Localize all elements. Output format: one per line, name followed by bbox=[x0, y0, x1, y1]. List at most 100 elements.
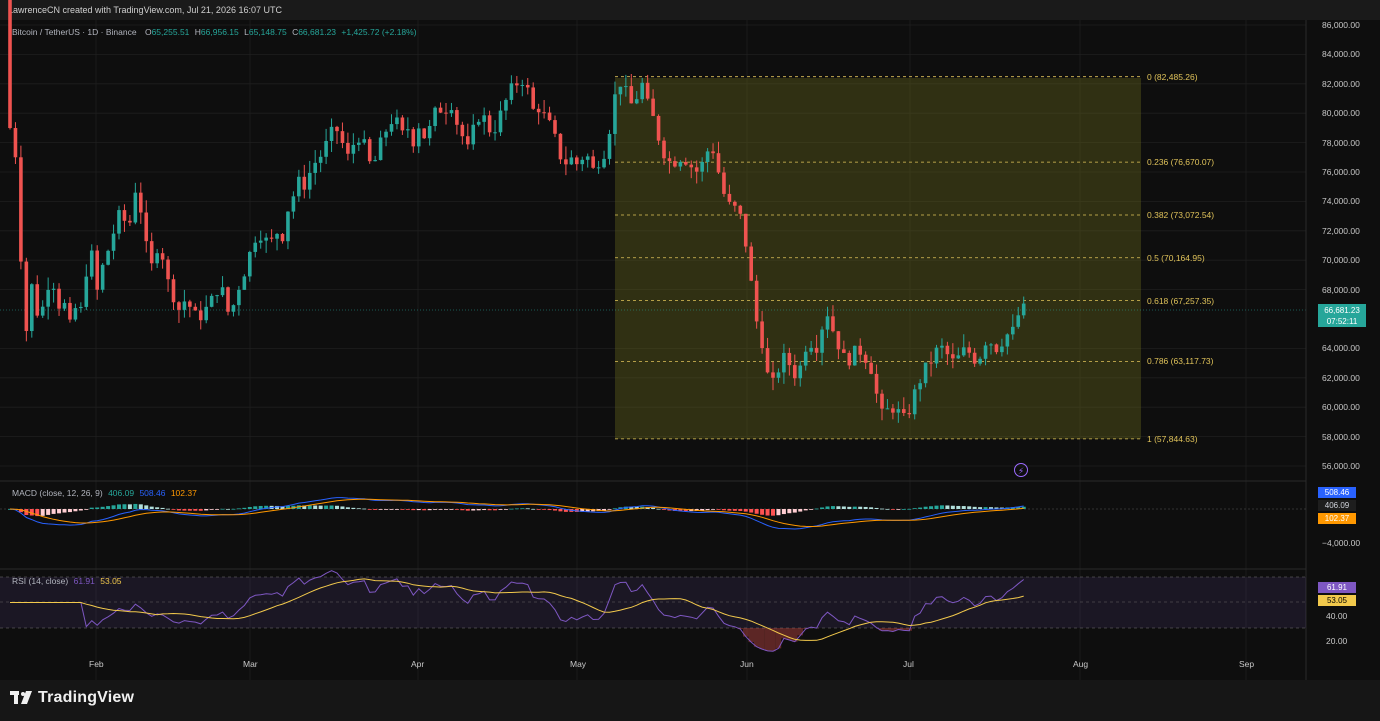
candle-body bbox=[814, 347, 819, 353]
macd-hist-bar bbox=[536, 509, 541, 510]
rsi-ma-line bbox=[10, 578, 1024, 641]
macd-hist-bar bbox=[378, 509, 383, 510]
macd-hist-bar bbox=[67, 509, 72, 513]
price-axis-label: 82,000.00 bbox=[1322, 78, 1360, 89]
candle-body bbox=[438, 107, 443, 113]
candle-body bbox=[705, 151, 710, 163]
candle-body bbox=[13, 128, 18, 158]
candle-body bbox=[542, 112, 546, 114]
macd-hist-bar bbox=[106, 506, 111, 509]
fib-level-label: 0.5 (70,164.95) bbox=[1147, 252, 1205, 263]
macd-hist-bar bbox=[525, 508, 530, 510]
macd-hist-bar bbox=[542, 509, 547, 510]
macd-hist-bar bbox=[373, 509, 378, 510]
macd-hist-bar bbox=[754, 509, 759, 514]
macd-hist-bar bbox=[351, 507, 356, 509]
macd-hist-bar bbox=[531, 508, 536, 510]
candle-body bbox=[754, 280, 759, 322]
price-axis-label: 60,000.00 bbox=[1322, 402, 1360, 413]
candle-body bbox=[885, 408, 890, 410]
macd-hist-bar bbox=[465, 509, 470, 511]
macd-hist-bar bbox=[155, 507, 160, 509]
candle-body bbox=[961, 347, 966, 356]
main-legend[interactable]: Bitcoin / TetherUS · 1D · Binance O65,25… bbox=[12, 27, 417, 37]
macd-legend[interactable]: MACD (close, 12, 26, 9) 406.09 508.46 10… bbox=[12, 488, 197, 498]
macd-title: MACD (close, 12, 26, 9) bbox=[12, 488, 103, 498]
rsi-legend[interactable]: RSI (14, close) 61.91 53.05 bbox=[12, 576, 122, 586]
candle-body bbox=[989, 344, 993, 346]
candle-body bbox=[482, 115, 486, 122]
time-axis-label: Feb bbox=[89, 659, 104, 669]
brand-name: TradingView bbox=[38, 689, 135, 706]
candle-body bbox=[645, 82, 650, 99]
candle-body bbox=[155, 253, 159, 264]
lightning-icon[interactable]: ⚡ bbox=[1014, 463, 1028, 477]
macd-hist-bar bbox=[760, 509, 765, 515]
macd-hist-bar bbox=[226, 508, 230, 510]
time-axis-label: Apr bbox=[411, 659, 425, 669]
fib-level-label: 0 (82,485.26) bbox=[1147, 71, 1198, 82]
macd-hist-bar bbox=[329, 505, 334, 509]
candle-body bbox=[40, 306, 45, 316]
candle-body bbox=[455, 110, 459, 125]
macd-hist-bar bbox=[771, 509, 775, 516]
price-axis-label: 72,000.00 bbox=[1322, 225, 1360, 236]
candle-body bbox=[580, 159, 585, 165]
candle-body bbox=[863, 354, 868, 363]
macd-hist-bar bbox=[727, 509, 732, 511]
candle-body bbox=[291, 196, 296, 212]
macd-hist-bar bbox=[912, 508, 917, 509]
candle-body bbox=[1011, 326, 1015, 335]
macd-hist-bar bbox=[1010, 507, 1015, 509]
macd-hist-bar bbox=[444, 509, 448, 510]
candle-body bbox=[831, 316, 835, 332]
tradingview-logo[interactable]: TradingView bbox=[10, 689, 134, 707]
grid-lines bbox=[0, 20, 1306, 680]
price-axis-label: 56,000.00 bbox=[1322, 461, 1360, 471]
macd-hist-bar bbox=[487, 509, 492, 511]
candle-body bbox=[433, 107, 437, 126]
macd-hist-bar bbox=[749, 509, 754, 513]
macd-hist-bar bbox=[874, 507, 879, 509]
fib-level-label: 0.236 (76,670.07) bbox=[1147, 157, 1215, 168]
macd-hist-bar bbox=[362, 508, 367, 510]
time-axis-label: Jun bbox=[740, 659, 754, 669]
price-axis-label: 78,000.00 bbox=[1322, 137, 1360, 148]
macd-hist-bar bbox=[176, 509, 181, 511]
macd-hist-bar bbox=[863, 506, 868, 509]
macd-hist-bar bbox=[215, 509, 220, 510]
macd-signal-value: 102.37 bbox=[170, 488, 197, 498]
candle-body bbox=[558, 133, 563, 160]
macd-hist-bar bbox=[1016, 507, 1021, 509]
candle-body bbox=[689, 164, 694, 168]
candle-body bbox=[313, 162, 317, 173]
candle-body bbox=[51, 288, 56, 290]
candle-body bbox=[765, 348, 770, 373]
candle-body bbox=[820, 329, 824, 353]
candle-body bbox=[733, 201, 737, 206]
macd-hist-bar bbox=[460, 509, 465, 511]
candle-body bbox=[531, 87, 535, 109]
candle-body bbox=[564, 159, 568, 165]
macd-hist-bar bbox=[171, 509, 176, 510]
macd-hist-bar bbox=[678, 509, 683, 512]
candle-body bbox=[858, 345, 862, 355]
macd-hist-bar bbox=[983, 507, 988, 509]
macd-hist-bar bbox=[51, 509, 56, 514]
candle-body bbox=[722, 172, 726, 194]
candle-body bbox=[449, 110, 454, 114]
attribution-bar: LawrenceCN created with TradingView.com,… bbox=[0, 0, 1380, 20]
open-label: O bbox=[144, 27, 152, 37]
rsi-value: 61.91 bbox=[73, 576, 95, 586]
candle-body bbox=[302, 176, 307, 190]
macd-hist-bar bbox=[264, 505, 269, 509]
candle-body bbox=[389, 124, 394, 132]
chart-frame[interactable] bbox=[0, 20, 1380, 680]
candle-body bbox=[318, 156, 323, 163]
candle-body bbox=[607, 133, 612, 159]
candle-body bbox=[618, 86, 623, 95]
candle-body bbox=[1021, 303, 1026, 316]
candle-body bbox=[357, 142, 361, 145]
candle-body bbox=[253, 242, 258, 252]
